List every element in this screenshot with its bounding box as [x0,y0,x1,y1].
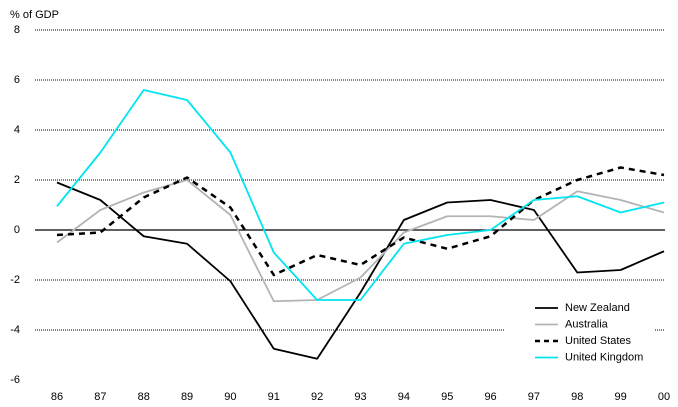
y-axis-label: % of GDP [10,9,59,21]
x-tick-label: 95 [441,391,453,403]
series-line [56,166,665,277]
x-tick-label: 88 [138,391,150,403]
x-tick-label: 89 [181,391,193,403]
series-line [56,89,665,301]
legend-label: New Zealand [565,302,630,314]
legend-label: United States [565,335,632,347]
x-tick-label: 91 [268,391,280,403]
y-tick-label: 0 [14,224,20,236]
x-tick-label: 87 [94,391,106,403]
x-tick-label: 92 [311,391,323,403]
series-line [56,181,665,360]
x-tick-label: 99 [615,391,627,403]
legend-label: Australia [565,318,609,330]
series-line [56,179,665,303]
y-tick-label: 4 [14,124,20,136]
x-tick-label: 96 [484,391,496,403]
legend-label: United Kingdom [565,351,643,363]
y-tick-label: 2 [14,174,20,186]
x-tick-label: 94 [398,391,410,403]
y-tick-label: -2 [10,274,20,286]
y-tick-label: 6 [14,74,20,86]
x-tick-label: 00 [658,391,670,403]
y-tick-label: 8 [14,24,20,36]
x-tick-label: 90 [224,391,236,403]
y-tick-label: -6 [10,374,20,386]
x-tick-label: 93 [354,391,366,403]
legend-box [505,296,655,366]
x-tick-label: 86 [51,391,63,403]
y-tick-label: -4 [10,324,20,336]
x-tick-label: 97 [528,391,540,403]
x-tick-label: 98 [571,391,583,403]
